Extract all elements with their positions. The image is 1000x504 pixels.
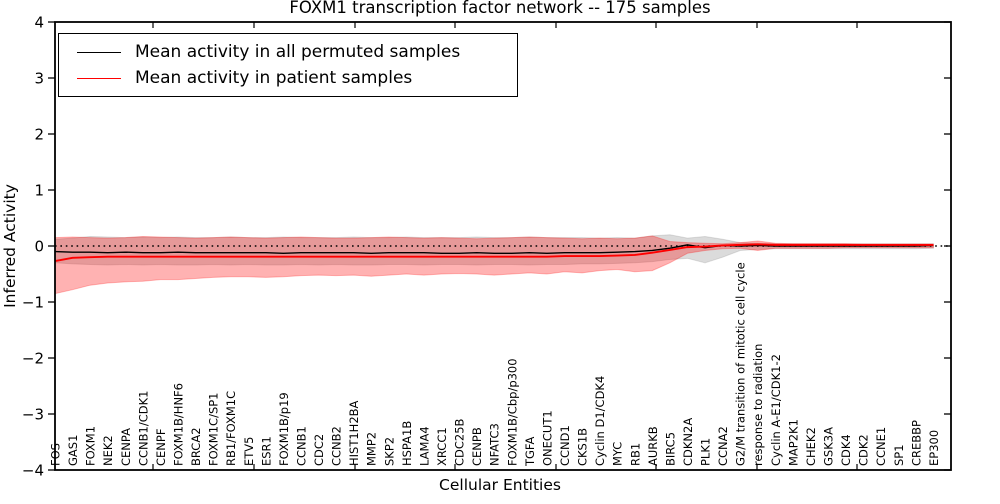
x-category-label: ETV5 — [242, 437, 256, 466]
x-category-label: CREBBP — [909, 420, 923, 466]
x-category-label: CDK2 — [857, 434, 871, 466]
y-tick-label: −4 — [22, 462, 44, 480]
x-category-label: PLK1 — [699, 438, 713, 466]
x-category-label: FOS — [49, 443, 63, 466]
x-category-label: CKS1B — [576, 428, 590, 466]
x-category-label: Cyclin A-E1/CDK1-2 — [769, 354, 783, 466]
y-tick-label: 3 — [34, 70, 44, 88]
permuted-mean-line — [54, 244, 934, 254]
x-category-label: FOXM1B/HNF6 — [171, 383, 185, 466]
x-category-label: GSK3A — [822, 427, 836, 466]
x-category-label: SKP2 — [382, 437, 396, 466]
x-category-label: NEK2 — [101, 435, 115, 466]
y-tick-label: −1 — [22, 294, 44, 312]
x-category-label: G2/M transition of mitotic cell cycle — [734, 262, 748, 466]
y-axis-label: Inferred Activity — [1, 184, 19, 308]
legend: Mean activity in all permuted samples Me… — [58, 33, 518, 97]
y-tick-label: 2 — [34, 126, 44, 144]
x-category-label: CCNA2 — [716, 426, 730, 466]
x-axis-label: Cellular Entities — [439, 476, 561, 494]
x-category-label: Cyclin D1/CDK4 — [593, 376, 607, 466]
x-category-label: HIST1H2BA — [347, 400, 361, 466]
x-category-label: LAMA4 — [417, 426, 431, 466]
x-category-label: CCND1 — [558, 425, 572, 466]
y-tick-label: 4 — [34, 14, 44, 32]
x-category-label: CHEK2 — [804, 427, 818, 466]
x-category-label: RB1 — [628, 443, 642, 466]
x-category-label: NFATC3 — [488, 423, 502, 466]
x-category-label: response to radiation — [751, 344, 765, 466]
x-category-label: FOXM1B/p19 — [277, 392, 291, 466]
x-category-label: MMP2 — [365, 432, 379, 466]
x-category-label: CCNB2 — [330, 426, 344, 466]
y-tick-label: 1 — [34, 182, 44, 200]
x-category-label: BIRC5 — [663, 432, 677, 466]
x-category-label: AURKB — [646, 426, 660, 466]
x-category-label: CENPF — [154, 429, 168, 466]
x-category-label: RB1/FOXM1C — [224, 391, 238, 466]
legend-item-patient: Mean activity in patient samples — [69, 68, 507, 88]
x-category-label: CDC2 — [312, 434, 326, 466]
x-category-label: FOXM1B/Cbp/p300 — [505, 358, 519, 466]
x-category-label: CCNB1/CDK1 — [136, 391, 150, 467]
x-category-label: TGFA — [523, 437, 537, 467]
chart-title: FOXM1 transcription factor network -- 17… — [289, 0, 711, 17]
patient-line-swatch-icon — [77, 77, 121, 79]
x-category-label: CENPA — [119, 428, 133, 466]
x-category-label: CCNB1 — [294, 426, 308, 466]
y-tick-label: −3 — [22, 406, 44, 424]
x-category-label: EP300 — [927, 430, 941, 466]
x-category-label: CDK4 — [839, 434, 853, 466]
x-category-label: HSPA1B — [400, 421, 414, 466]
x-category-label: FOXM1 — [84, 426, 98, 466]
legend-label-permuted: Mean activity in all permuted samples — [135, 42, 461, 62]
x-category-label: SP1 — [892, 444, 906, 466]
y-tick-label: −2 — [22, 350, 44, 368]
x-category-label: MAP2K1 — [786, 419, 800, 466]
x-category-label: ESR1 — [259, 436, 273, 466]
permuted-line-swatch-icon — [77, 51, 121, 53]
y-tick-label: 0 — [34, 238, 44, 256]
patient-band — [54, 235, 934, 295]
x-category-label: ONECUT1 — [540, 410, 554, 466]
x-category-label: XRCC1 — [435, 427, 449, 466]
x-category-label: CCNE1 — [874, 427, 888, 466]
patient-mean-line — [54, 243, 934, 263]
legend-item-permuted: Mean activity in all permuted samples — [69, 42, 507, 62]
legend-label-patient: Mean activity in patient samples — [135, 68, 413, 88]
x-category-label: FOXM1C/SP1 — [207, 392, 221, 466]
x-category-label: GAS1 — [66, 435, 80, 466]
x-category-label: BRCA2 — [189, 427, 203, 466]
x-category-label: MYC — [611, 442, 625, 466]
x-category-label: CDKN2A — [681, 418, 695, 466]
x-category-label: CENPB — [470, 427, 484, 466]
x-category-label: CDC25B — [453, 418, 467, 466]
